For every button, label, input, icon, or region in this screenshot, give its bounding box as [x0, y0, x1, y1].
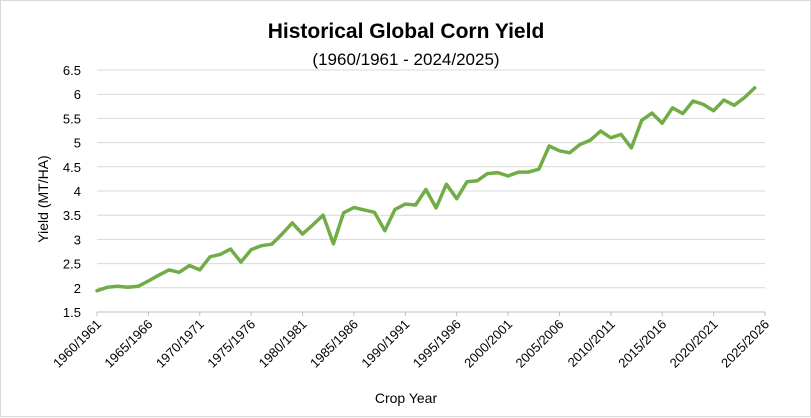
x-axis-ticks: 1960/19611965/19661970/19711975/19761980… — [50, 312, 772, 371]
x-tick-label: 1995/1996 — [410, 317, 464, 371]
y-tick-label: 3 — [74, 232, 81, 247]
x-tick-label: 1980/1981 — [256, 317, 310, 371]
y-tick-label: 4.5 — [63, 160, 81, 175]
x-tick-label: 1975/1976 — [204, 317, 258, 371]
y-axis-label: Yield (MT/HA) — [35, 155, 51, 242]
x-axis-label: Crop Year — [375, 390, 438, 406]
x-tick-label: 1990/1991 — [358, 317, 412, 371]
x-tick-label: 2005/2006 — [513, 317, 567, 371]
y-tick-label: 6 — [74, 87, 81, 102]
y-tick-label: 1.5 — [63, 305, 81, 320]
x-tick-label: 1985/1986 — [307, 317, 361, 371]
x-tick-label: 1960/1961 — [50, 317, 104, 371]
y-tick-label: 2.5 — [63, 257, 81, 272]
x-tick-label: 1965/1966 — [101, 317, 155, 371]
y-tick-label: 4 — [74, 184, 81, 199]
y-tick-label: 5.5 — [63, 111, 81, 126]
y-tick-label: 3.5 — [63, 208, 81, 223]
y-axis-ticks: 1.5 2 2.5 3 3.5 4 4.5 5 5.5 6 6.5 — [63, 63, 81, 320]
y-tick-label: 2 — [74, 281, 81, 296]
gridlines — [97, 69, 765, 289]
x-tick-label: 2020/2021 — [667, 317, 721, 371]
series-layer — [95, 86, 757, 293]
x-tick-label: 2000/2001 — [461, 317, 515, 371]
x-tick-label: 2015/2016 — [615, 317, 669, 371]
x-tick-label: 2025/2026 — [718, 317, 772, 371]
x-tick-label: 2010/2011 — [565, 317, 618, 370]
chart-subtitle: (1960/1961 - 2024/2025) — [312, 50, 499, 69]
x-tick-label: 1970/1971 — [153, 317, 207, 371]
y-tick-label: 5 — [74, 136, 81, 151]
y-tick-label: 6.5 — [63, 63, 81, 78]
series-line — [95, 86, 757, 293]
chart-title: Historical Global Corn Yield — [268, 20, 545, 43]
